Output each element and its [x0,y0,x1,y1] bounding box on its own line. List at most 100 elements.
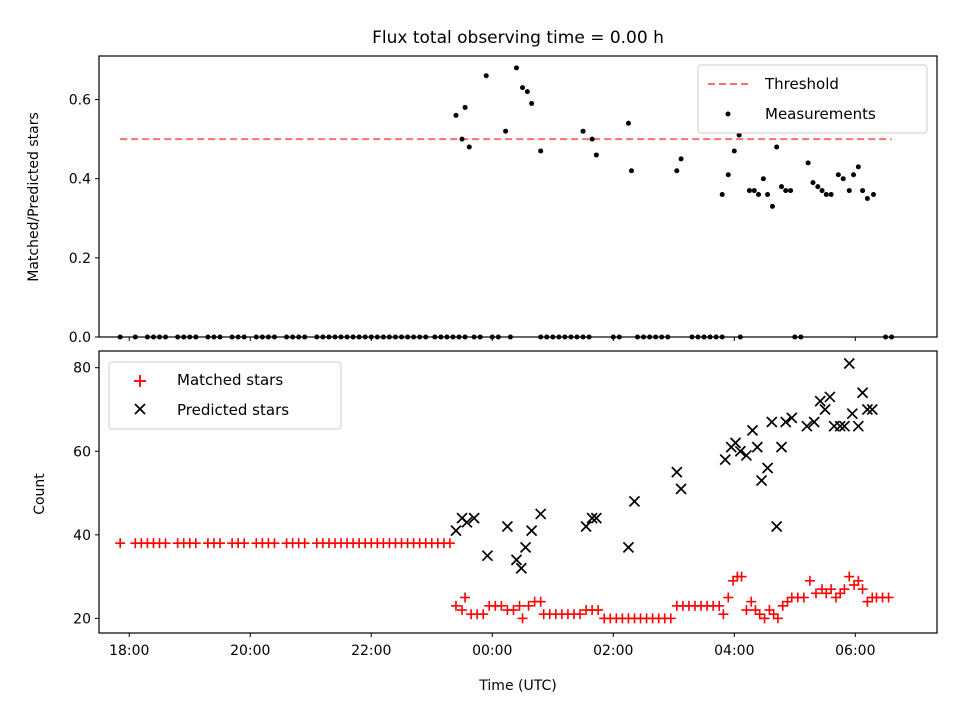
x-tick-label: 18:00 [109,643,149,659]
measurement-point [860,188,866,194]
matched-star-point [508,605,519,616]
predicted-star-point [535,508,547,520]
matched-star-point [835,588,846,599]
predicted-star-point [501,520,514,533]
measurement-point [783,188,789,194]
predicted-star-point [751,441,763,453]
chart-title: Flux total observing time = 0.00 h [372,28,664,48]
matched-star-point [746,596,757,607]
bottom-y-axis-label: Count [32,473,48,515]
top-y-axis-label: Matched/Predicted stars [26,112,42,282]
predicted-star-point [510,554,523,566]
measurement-point [462,104,468,110]
predicted-star-point [675,483,687,495]
y-tick-label: 0.2 [69,251,91,267]
predicted-star-point [761,462,774,474]
predicted-star-point [526,525,538,537]
predicted-star-point [814,395,826,407]
predicted-star-point [461,516,473,528]
measurement-point [674,168,680,174]
bottom-axes-frame [98,350,938,634]
predicted-star-point [843,357,855,370]
measurement-point [736,132,742,138]
bottom-panel: 20 40 60 80 18:00 20:00 22:00 00:00 02:00 04:00 0… [32,350,938,694]
predicted-star-point [808,416,820,428]
x-tick-label: 00:00 [472,643,512,659]
predicted-star-point [734,445,746,457]
predicted-star-point [771,520,783,533]
measurement-point [513,65,519,71]
measurement-point [788,188,794,194]
predicted-star-point [824,391,836,403]
y-tick-label: 20 [73,611,91,627]
matched-star-point [772,613,783,624]
measurement-point [719,192,725,198]
bottom-y-ticks: 20 40 60 80 [73,361,99,627]
predicted-star-point [671,466,683,478]
measurement-point [503,128,509,134]
matched-star-point [714,600,725,611]
measurement-point [769,203,775,209]
threshold-legend-label: Threshold [764,75,839,93]
matched-star-point [830,592,841,603]
y-tick-label: 40 [73,528,91,544]
predicted-star-point [866,403,878,416]
measurement-point [840,176,846,182]
predicted-star-point [468,512,480,524]
predicted-star-point [746,424,759,436]
predicted-star-point [622,541,635,553]
measurement-point [760,176,766,182]
predicted-star-point [856,387,869,399]
top-legend: Threshold Measurements [697,64,928,134]
matched-star-point [817,584,828,595]
predicted-star-point [766,416,778,428]
matched-star-point [782,596,793,607]
measurement-point [765,192,771,198]
measurements-legend-swatch [725,111,731,117]
measurement-point [589,136,595,142]
matched-star-point [736,571,747,582]
bottom-x-ticks: 18:00 20:00 22:00 00:00 02:00 04:00 06:00 [109,633,875,659]
bottom-plot-area [115,357,894,624]
measurement-point [593,152,599,158]
matched-star-point [723,592,734,603]
matched-star-point [754,609,765,620]
matched-star-point [523,600,534,611]
predicted-star-point [775,441,788,453]
top-legend-box [697,64,928,134]
measurement-point [819,188,825,194]
predicted-star-point [450,525,462,537]
matched-star-point [190,538,201,549]
matched-star-point [844,571,855,582]
matched-star-point [514,600,525,611]
y-tick-label: 0.4 [69,172,91,188]
matched-star-point [777,600,788,611]
measurement-point [756,192,762,198]
measurement-point [870,192,876,198]
predicted-star-point [755,474,768,487]
predicted-star-point [846,408,858,420]
x-tick-label: 02:00 [593,643,633,659]
matched-star-point [810,588,821,599]
measurement-point [835,172,841,178]
predicted-star-point [861,403,874,416]
matched-star-point [575,609,586,620]
predicted-star-point [719,454,731,466]
predicted-star-point [590,512,602,524]
top-axes-frame [98,55,938,338]
measurement-point [855,164,861,170]
matched-star-point [460,592,471,603]
y-tick-label: 80 [73,361,91,377]
predicted-star-point [801,420,813,432]
matched-star-point [450,600,461,611]
measurement-point [678,156,684,162]
matched-star-point [115,538,126,549]
measurement-point [846,188,852,194]
predicted-star-point [628,495,641,508]
top-panel: Flux total observing time = 0.00 h 0.00.… [26,28,938,346]
measurement-point [828,192,834,198]
matched-star-point [849,579,860,590]
matched-star-point [215,538,226,549]
matched-star-point [517,613,528,624]
x-tick-label: 22:00 [351,643,391,659]
